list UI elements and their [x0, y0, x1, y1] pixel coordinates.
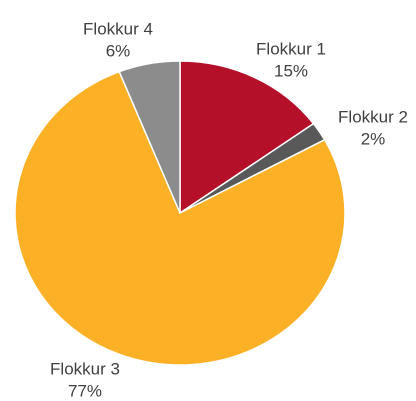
pie-slice — [118, 60, 181, 214]
slice-value-label: 77% — [68, 381, 102, 400]
pie-slice — [14, 70, 346, 366]
slice-label: Flokkur 4 — [83, 19, 153, 38]
slice-label: Flokkur 1 — [256, 39, 326, 58]
slice-value-label: 6% — [106, 41, 131, 60]
slice-label: Flokkur 2 — [338, 107, 408, 126]
slice-value-label: 2% — [361, 129, 386, 148]
slice-value-label: 15% — [274, 61, 308, 80]
pie-slice — [179, 60, 315, 215]
slice-label: Flokkur 3 — [50, 359, 120, 378]
